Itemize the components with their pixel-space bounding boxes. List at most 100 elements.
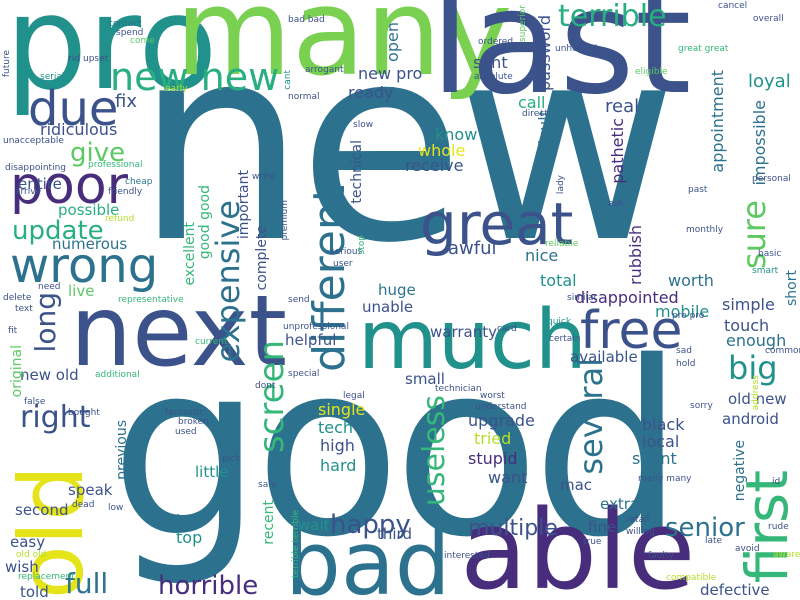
word-quick: quick — [547, 317, 572, 327]
word-horrible: horrible — [158, 571, 259, 600]
word-cheap: cheap — [125, 177, 153, 187]
word-text: text — [15, 304, 33, 314]
word-open: open — [383, 22, 402, 62]
word-spent: spent — [632, 449, 677, 468]
word-local: local — [642, 432, 680, 451]
word-worth: worth — [668, 271, 714, 290]
word-big: big — [728, 349, 778, 387]
word-original: original — [9, 345, 25, 398]
word-unprofessional: unprofessional — [283, 322, 349, 332]
word-single: single — [318, 400, 366, 419]
word-ask: ask — [608, 199, 624, 209]
word-last: last — [430, 0, 692, 127]
word-early: early — [165, 84, 188, 94]
word-past: past — [688, 185, 708, 195]
word-safe: safe — [258, 480, 277, 490]
word-interested: interested — [444, 551, 490, 561]
word-available: available — [570, 348, 638, 366]
word-common: common — [765, 346, 800, 356]
word-aware: aware — [773, 550, 800, 560]
word-avoid: avoid — [735, 544, 760, 554]
word-rubbish: rubbish — [626, 225, 645, 285]
word-live: live — [68, 282, 95, 300]
word-user: user — [333, 259, 353, 269]
word-professional: professional — [88, 160, 143, 170]
word-rid: rid — [68, 54, 80, 64]
word-dead: dead — [72, 500, 95, 510]
word-unhelpful: unhelpful — [555, 44, 598, 54]
word-willing: willing — [626, 527, 655, 537]
word-compatible: compatible — [666, 573, 717, 583]
word-defective: defective — [700, 581, 770, 599]
word-multiple: multiple — [468, 516, 558, 541]
word-direct: direct — [522, 109, 548, 119]
word-card: card — [497, 324, 517, 334]
word-small: small — [405, 370, 445, 388]
word-special: special — [288, 369, 320, 379]
word-upset: upset — [83, 54, 109, 64]
word-free: free — [580, 301, 683, 361]
word-great: great — [420, 190, 574, 258]
word-appointment: appointment — [708, 70, 727, 173]
word-fine: fine — [588, 518, 617, 536]
word-happy: happy — [330, 510, 411, 540]
word-replacement: replacement — [18, 572, 75, 582]
word-poor: poor — [10, 156, 129, 216]
word-senior: senior — [665, 513, 745, 543]
word-premium: premium — [280, 200, 290, 241]
word-due: due — [28, 81, 119, 137]
word-need: need — [38, 282, 61, 292]
word-old-old: old old — [16, 550, 47, 560]
word-certain: certain — [549, 334, 581, 344]
word-technician: technician — [435, 384, 482, 394]
word-sorry: sorry — [690, 401, 713, 411]
word-simple: simple — [722, 295, 775, 314]
word-false: false — [24, 397, 46, 407]
word-screen: screen — [252, 340, 292, 454]
word-want: want — [488, 468, 528, 487]
word-sad: sad — [676, 346, 692, 356]
word-new-old: new old — [20, 366, 79, 384]
word-hard: hard — [320, 456, 357, 475]
word-worst: worst — [480, 391, 505, 401]
word-cancel: cancel — [718, 1, 748, 11]
word-important: important — [236, 170, 252, 240]
word-bought: bought — [68, 408, 100, 418]
word-pathetic: pathetic — [608, 118, 627, 184]
word-able: able — [460, 486, 696, 600]
word-great-great: great great — [678, 44, 729, 54]
word-impossible: impossible — [750, 100, 769, 186]
word-future: future — [2, 50, 12, 78]
word-loyal: loyal — [748, 71, 791, 92]
word-retail: retail — [626, 515, 650, 525]
word-superior: superior — [518, 5, 528, 43]
word-faulty: faulty — [648, 551, 674, 561]
word-excellent: excellent — [182, 222, 198, 286]
word-bad-bad: bad bad — [288, 15, 325, 25]
word-ordered: ordered — [478, 37, 514, 47]
word-black: black — [642, 415, 685, 434]
word-slow: slow — [353, 120, 374, 130]
word-complete: complete — [254, 225, 270, 291]
word-basic: basic — [758, 249, 782, 259]
word-short: short — [784, 270, 800, 306]
word-wrong: wrong — [10, 238, 159, 294]
word-mobile: mobile — [655, 302, 710, 321]
word-overall: overall — [753, 14, 784, 24]
word-pro-pro: pro pro — [672, 311, 705, 321]
word-additional: additional — [95, 370, 140, 380]
word-monthly: monthly — [686, 225, 724, 235]
word-wish: wish — [5, 558, 39, 576]
word-send: send — [288, 295, 310, 305]
word-normal: normal — [288, 92, 320, 102]
word-new: new — [135, 0, 677, 302]
word-friendly: friendly — [108, 187, 143, 197]
word-easy: easy — [10, 533, 46, 551]
word-sent: sent — [473, 53, 508, 72]
word-recent: recent — [261, 500, 277, 545]
word-pro: pro — [5, 0, 218, 119]
word-contact: contact — [108, 19, 142, 29]
word-previous: previous — [114, 420, 130, 480]
word-absolute: absolute — [474, 72, 513, 82]
word-nice: nice — [525, 246, 559, 265]
